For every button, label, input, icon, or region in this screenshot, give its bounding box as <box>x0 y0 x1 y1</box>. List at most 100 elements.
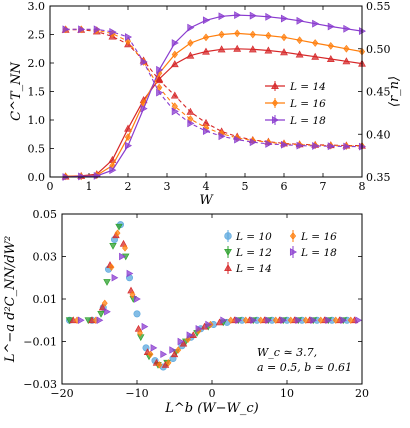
top-y-tick-label: 2.0 <box>28 57 46 70</box>
top-data-point <box>93 25 101 34</box>
bottom-y-tick-label: 0.01 <box>33 293 58 306</box>
top-legend-marker <box>271 99 279 107</box>
top-data-point <box>187 23 195 32</box>
top-data-point <box>140 104 148 113</box>
bottom-legend-marker <box>289 232 297 240</box>
top-data-point <box>327 42 334 50</box>
bottom-data-point <box>186 331 194 339</box>
top-y-tick-label: 1.0 <box>28 114 46 127</box>
top-data-point <box>233 44 242 52</box>
bottom-y-tick-label: 0.05 <box>33 208 58 221</box>
top-data-point <box>265 12 273 21</box>
bottom-data-point <box>355 316 363 324</box>
bottom-legend-label: L = 14 <box>235 263 272 275</box>
top-y-axis-label: C^T_NN <box>9 61 24 120</box>
bottom-data-point <box>97 311 105 318</box>
bottom-data-point <box>220 316 228 324</box>
bottom-legend-label: L = 10 <box>235 231 272 243</box>
bottom-data-point <box>111 274 119 282</box>
bottom-plot-frame <box>61 213 363 385</box>
top-data-point <box>202 127 211 135</box>
top-data-point <box>202 33 210 42</box>
bottom-data-point <box>109 243 117 250</box>
top-data-point <box>218 132 226 141</box>
bottom-legend-label: L = 16 <box>300 231 337 243</box>
bottom-legend-marker <box>224 263 232 272</box>
bottom-data-point <box>141 322 149 331</box>
top-data-point <box>280 33 288 42</box>
top-x-axis-label: W <box>199 193 214 208</box>
top-data-point <box>265 140 273 148</box>
bottom-data-point <box>177 337 185 346</box>
top-data-point <box>187 39 194 47</box>
top-data-point <box>202 16 211 25</box>
top-data-point <box>312 142 320 150</box>
top-data-point <box>249 138 257 147</box>
bottom-data-point <box>347 316 354 324</box>
top-data-point <box>124 124 132 132</box>
top-data-point <box>78 25 86 34</box>
top-data-point <box>295 50 304 58</box>
bottom-data-point <box>302 316 309 324</box>
top-data-point <box>249 30 256 39</box>
bottom-x-axis-label: L^b (W−W_c) <box>164 401 259 416</box>
bottom-data-point <box>257 316 264 324</box>
bottom-data-point <box>235 316 243 324</box>
top-data-point <box>296 36 303 45</box>
bottom-legend-marker <box>224 248 232 257</box>
top-x-tick-label: 6 <box>281 180 288 193</box>
top-data-point <box>217 45 226 53</box>
top-x-tick-label: 3 <box>164 180 171 193</box>
top-data-point <box>343 44 350 53</box>
bottom-data-point <box>150 344 158 352</box>
top-data-point <box>187 119 195 128</box>
bottom-data-point <box>340 316 348 324</box>
bottom-data-point <box>265 316 273 324</box>
top-y-tick-label: 0.5 <box>28 143 46 156</box>
top-data-point <box>280 14 289 23</box>
top-data-point <box>264 46 273 54</box>
top-data-point <box>327 142 335 151</box>
top-x-tick-label: 0 <box>47 180 54 193</box>
top-x-tick-label: 8 <box>359 180 366 193</box>
top-y-tick-label: 1.5 <box>28 86 46 99</box>
top-data-point <box>156 65 164 74</box>
bottom-data-point <box>108 263 115 271</box>
bottom-y-tick-label: −0.03 <box>23 378 57 391</box>
bottom-legend-marker <box>289 248 298 256</box>
top-x-tick-label: 7 <box>320 180 327 193</box>
top-data-point <box>312 39 319 47</box>
bottom-y-axis-label: L^−a d²C_NN/dW² <box>3 236 18 363</box>
bottom-y-tick-label: 0.03 <box>33 251 58 264</box>
top-y-tick-label: 2.5 <box>28 29 46 42</box>
top-data-point <box>343 142 351 151</box>
top-y2-axis-label: ⟨r_n⟩ <box>387 76 402 107</box>
bottom-data-point <box>287 316 294 324</box>
top-data-point <box>342 57 351 65</box>
bottom-data-point <box>104 308 111 316</box>
top-data-point <box>156 88 164 97</box>
bottom-data-point <box>317 316 324 324</box>
bottom-data-point <box>156 361 163 369</box>
bottom-data-point <box>310 316 318 324</box>
top-data-point <box>218 30 225 39</box>
top-data-point <box>296 141 304 150</box>
bottom-data-point <box>295 316 303 324</box>
bottom-data-point <box>129 291 136 299</box>
top-x-tick-label: 5 <box>242 180 249 193</box>
bottom-data-point <box>179 339 188 347</box>
top-panel: 0 1 2 3 4 5 6 7 8 0.0 0.5 1.0 1.5 2.0 2.5 3.0 0.35 0.40 0.… <box>9 0 402 208</box>
top-data-point <box>234 135 242 144</box>
top-data-point <box>234 11 242 20</box>
top-data-point <box>296 16 304 25</box>
bottom-data-point <box>137 329 143 337</box>
top-x-tick-label: 2 <box>125 180 132 193</box>
top-data-point <box>93 171 101 180</box>
top-data-point <box>249 11 257 20</box>
bottom-data-point <box>332 316 339 324</box>
top-y2-tick-label: 0.50 <box>366 43 391 56</box>
bottom-x-tick-label: −20 <box>50 387 73 400</box>
top-data-point <box>280 48 288 56</box>
bottom-data-point <box>160 350 168 358</box>
